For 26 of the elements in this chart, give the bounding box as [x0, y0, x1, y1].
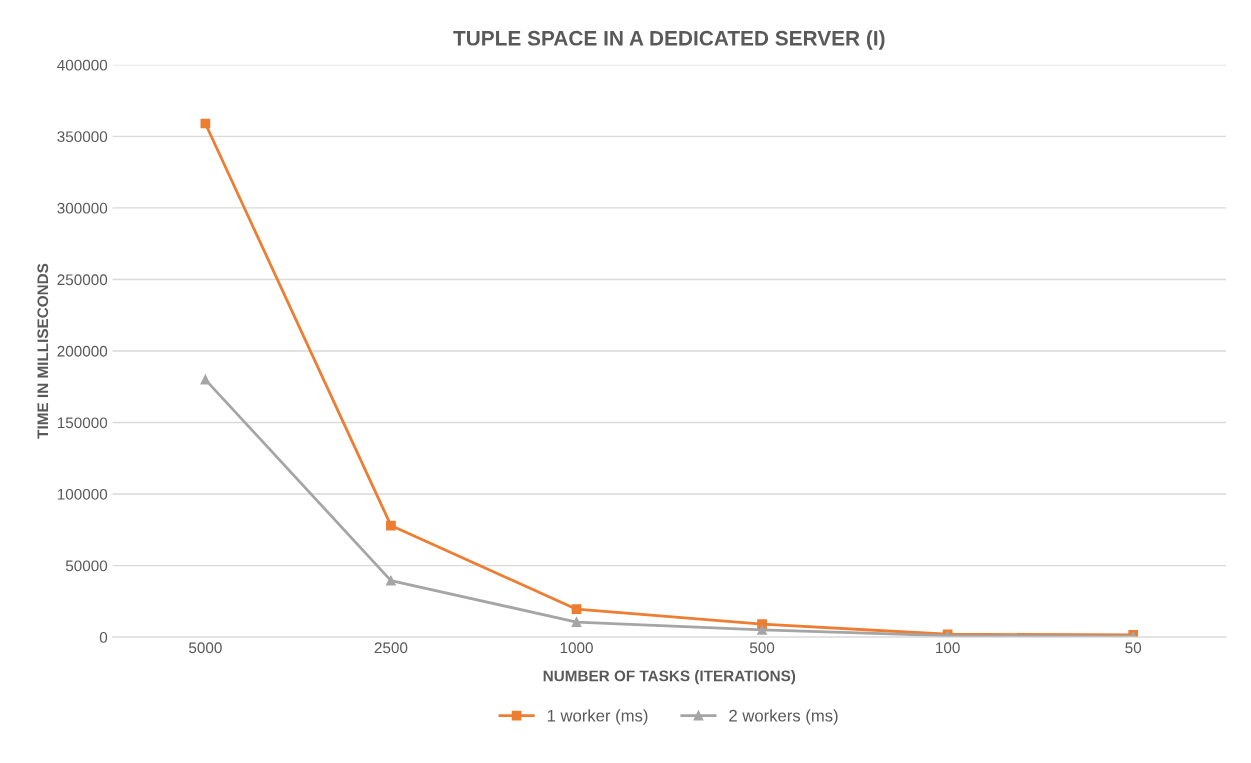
y-tick-label: 150000 — [57, 417, 108, 429]
y-tick-label: 250000 — [57, 274, 108, 286]
y-tick-label: 200000 — [57, 345, 108, 357]
y-tick-label: 350000 — [57, 131, 108, 143]
x-tick-label: 2500 — [374, 642, 408, 654]
point — [386, 520, 396, 531]
y-tick-label: 300000 — [57, 202, 108, 214]
point — [200, 374, 211, 385]
y-tick-label: 100000 — [57, 488, 108, 500]
y-axis-title: TIME IN MILLISECONDS — [37, 263, 49, 439]
legend-label: 1 worker (ms) — [547, 709, 648, 725]
x-tick-label: 100 — [936, 642, 960, 654]
chart-title: TUPLE SPACE IN A DEDICATED SERVER (I) — [453, 30, 885, 50]
point — [571, 617, 582, 627]
y-tick-label: 0 — [99, 631, 108, 643]
y-tick-label: 400000 — [57, 59, 108, 71]
point — [757, 625, 767, 635]
x-tick-label: 50 — [1125, 642, 1142, 654]
point — [571, 604, 582, 615]
x-tick-label: 1000 — [560, 642, 593, 654]
x-axis-title: NUMBER OF TASKS (ITERATIONS) — [543, 670, 796, 685]
point — [386, 575, 396, 586]
legend-label: 2 workers (ms) — [729, 709, 838, 725]
x-tick-label: 5000 — [188, 642, 222, 654]
x-tick-label: 500 — [749, 642, 775, 654]
y-tick-label: 50000 — [65, 560, 108, 572]
